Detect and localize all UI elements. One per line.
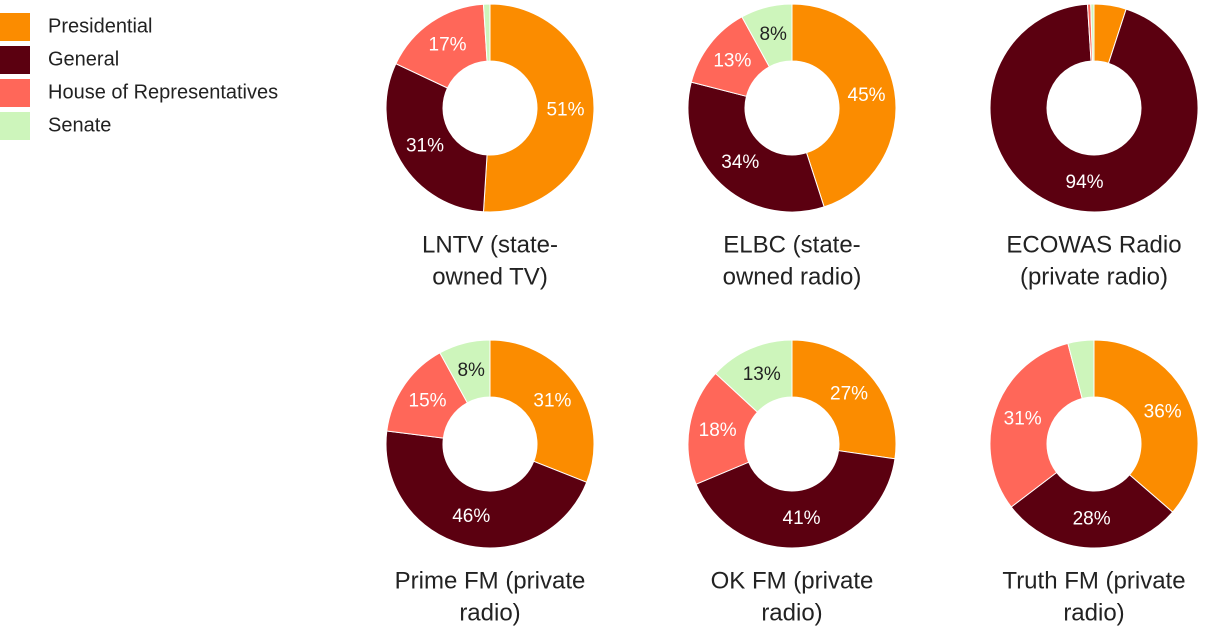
- value-label: 18%: [699, 420, 737, 441]
- donut-slice: [791, 3, 897, 208]
- donut-slice: [385, 430, 588, 549]
- donut-slice: [989, 342, 1083, 508]
- value-label: 45%: [848, 85, 886, 106]
- donut-slice: [791, 339, 897, 460]
- value-label: 8%: [457, 360, 485, 381]
- value-label: 15%: [409, 391, 447, 412]
- value-label: 36%: [1144, 402, 1182, 423]
- value-label: 28%: [1073, 508, 1111, 529]
- legend-label: House of Representatives: [48, 81, 278, 103]
- legend-label: General: [48, 48, 119, 70]
- value-label: 27%: [830, 384, 868, 405]
- value-label: 17%: [429, 35, 467, 56]
- donut-slice: [687, 81, 825, 213]
- value-label: 51%: [546, 99, 584, 120]
- donut-slice: [714, 339, 793, 413]
- value-label: 94%: [1066, 172, 1104, 193]
- donut-slice: [695, 450, 896, 549]
- donut-slice: [741, 3, 793, 68]
- legend-swatch: [0, 112, 30, 140]
- donut-slice: [1010, 471, 1174, 549]
- chart-title: ELBC (state-: [723, 231, 860, 258]
- legend-swatch: [0, 79, 30, 107]
- value-label: 46%: [452, 506, 490, 527]
- value-label: 13%: [713, 51, 751, 72]
- chart-title: radio): [459, 599, 520, 626]
- legend-label: Senate: [48, 114, 111, 136]
- donut-slice: [395, 3, 488, 89]
- donut-slice: [439, 339, 491, 404]
- legend-swatch: [0, 13, 30, 41]
- chart-title: radio): [1063, 599, 1124, 626]
- donut-slice: [482, 3, 491, 62]
- chart-title: radio): [761, 599, 822, 626]
- chart-title: owned TV): [432, 263, 548, 290]
- chart-title: ECOWAS Radio: [1006, 231, 1181, 258]
- value-label: 31%: [1004, 408, 1042, 429]
- donut-slice: [489, 339, 595, 483]
- chart-title: (private radio): [1020, 263, 1168, 290]
- donut-slice: [1067, 339, 1095, 400]
- value-label: 31%: [406, 135, 444, 156]
- donut-slice: [1090, 3, 1095, 62]
- donut-slice: [989, 3, 1199, 213]
- chart-title: owned radio): [723, 263, 862, 290]
- donut-slice: [385, 63, 488, 213]
- donut-slice: [1093, 339, 1199, 513]
- donut-slice: [482, 3, 595, 213]
- value-label: 13%: [743, 364, 781, 385]
- value-label: 34%: [721, 152, 759, 173]
- value-label: 31%: [533, 391, 571, 412]
- chart-title: LNTV (state-: [422, 231, 558, 258]
- chart-title: OK FM (private: [711, 567, 874, 594]
- legend-swatch: [0, 46, 30, 74]
- value-label: 8%: [759, 24, 787, 45]
- value-label: 41%: [783, 508, 821, 529]
- chart-title: Truth FM (private: [1002, 567, 1185, 594]
- legend-label: Presidential: [48, 15, 153, 37]
- chart-title: Prime FM (private: [395, 567, 586, 594]
